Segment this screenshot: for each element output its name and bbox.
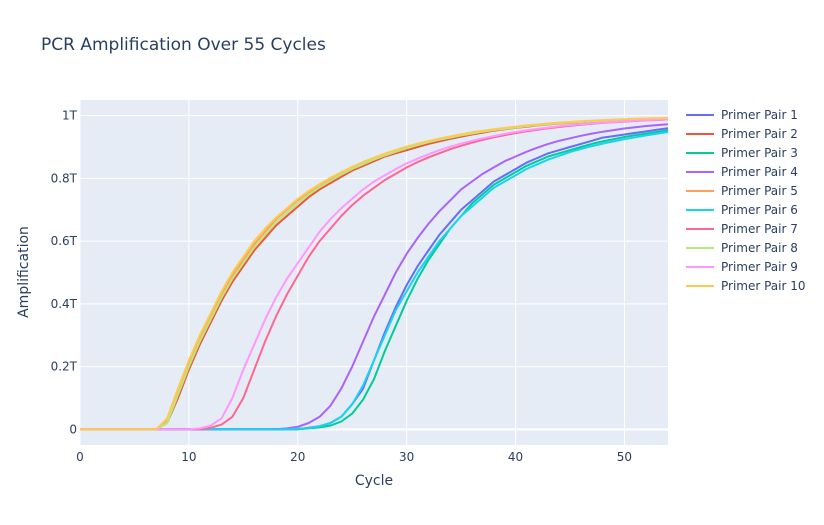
- y-axis-title: Amplification: [16, 226, 32, 318]
- legend-item-6[interactable]: Primer Pair 6: [686, 203, 798, 217]
- x-axis-title: Cycle: [355, 473, 393, 489]
- x-tick-label: 30: [399, 450, 414, 464]
- legend-item-5[interactable]: Primer Pair 5: [686, 184, 798, 198]
- legend-label: Primer Pair 6: [721, 203, 798, 217]
- x-tick-label: 40: [508, 450, 523, 464]
- legend-label: Primer Pair 9: [721, 260, 798, 274]
- y-tick-label: 0: [69, 422, 77, 436]
- legend-label: Primer Pair 8: [721, 241, 798, 255]
- legend-label: Primer Pair 3: [721, 146, 798, 160]
- legend-label: Primer Pair 7: [721, 222, 798, 236]
- series-lines[interactable]: [80, 116, 669, 431]
- x-tick-label: 10: [181, 450, 196, 464]
- x-axis-ticks: 0 10 20 30 40 50: [76, 450, 632, 464]
- y-tick-label: 0.4T: [51, 297, 78, 311]
- legend-item-9[interactable]: Primer Pair 9: [686, 260, 798, 274]
- y-tick-label: 1T: [62, 109, 78, 123]
- legend-label: Primer Pair 10: [721, 279, 806, 293]
- y-tick-label: 0.2T: [51, 360, 78, 374]
- chart-title: PCR Amplification Over 55 Cycles: [41, 35, 326, 55]
- y-tick-label: 0.8T: [51, 171, 78, 185]
- legend-label: Primer Pair 1: [721, 108, 798, 122]
- legend-item-2[interactable]: Primer Pair 2: [686, 127, 798, 141]
- legend-item-10[interactable]: Primer Pair 10: [686, 279, 806, 293]
- legend-item-7[interactable]: Primer Pair 7: [686, 222, 798, 236]
- legend-label: Primer Pair 4: [721, 165, 798, 179]
- legend-item-8[interactable]: Primer Pair 8: [686, 241, 798, 255]
- legend-item-1[interactable]: Primer Pair 1: [686, 108, 798, 122]
- legend-item-4[interactable]: Primer Pair 4: [686, 165, 798, 179]
- y-tick-label: 0.6T: [51, 234, 78, 248]
- x-tick-label: 20: [290, 450, 305, 464]
- x-tick-label: 50: [617, 450, 632, 464]
- legend-item-3[interactable]: Primer Pair 3: [686, 146, 798, 160]
- x-tick-label: 0: [76, 450, 84, 464]
- series-line-10[interactable]: [80, 116, 669, 431]
- gridlines: [79, 100, 668, 445]
- legend[interactable]: Primer Pair 1 Primer Pair 2 Primer Pair 3 P…: [686, 108, 806, 293]
- y-axis-ticks: 0 0.2T 0.4T 0.6T 0.8T 1T: [51, 109, 78, 437]
- plot-area: [80, 100, 668, 445]
- legend-label: Primer Pair 5: [721, 184, 798, 198]
- legend-label: Primer Pair 2: [721, 127, 798, 141]
- series-line-9[interactable]: [80, 118, 669, 431]
